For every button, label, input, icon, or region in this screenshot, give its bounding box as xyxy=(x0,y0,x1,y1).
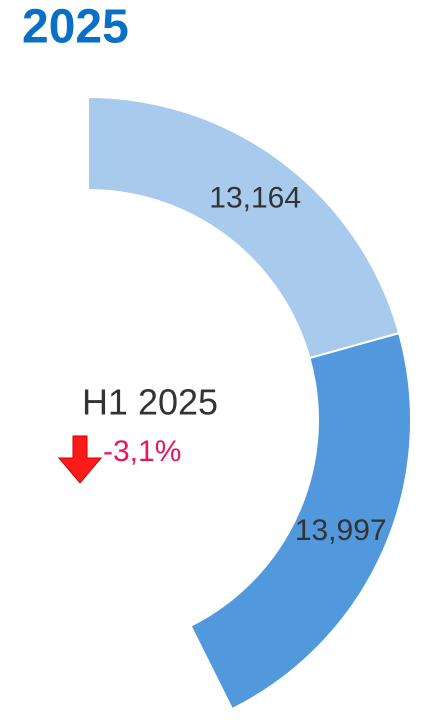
donut-segment xyxy=(189,331,412,711)
center-label: H1 2025 xyxy=(82,382,218,423)
value-label: 13,164 xyxy=(209,182,301,215)
donut-segment xyxy=(87,95,401,360)
value-label: 13,997 xyxy=(295,514,387,547)
down-arrow xyxy=(57,435,103,484)
chart-title: 2025 xyxy=(22,1,129,54)
change-label: -3,1% xyxy=(103,435,181,468)
